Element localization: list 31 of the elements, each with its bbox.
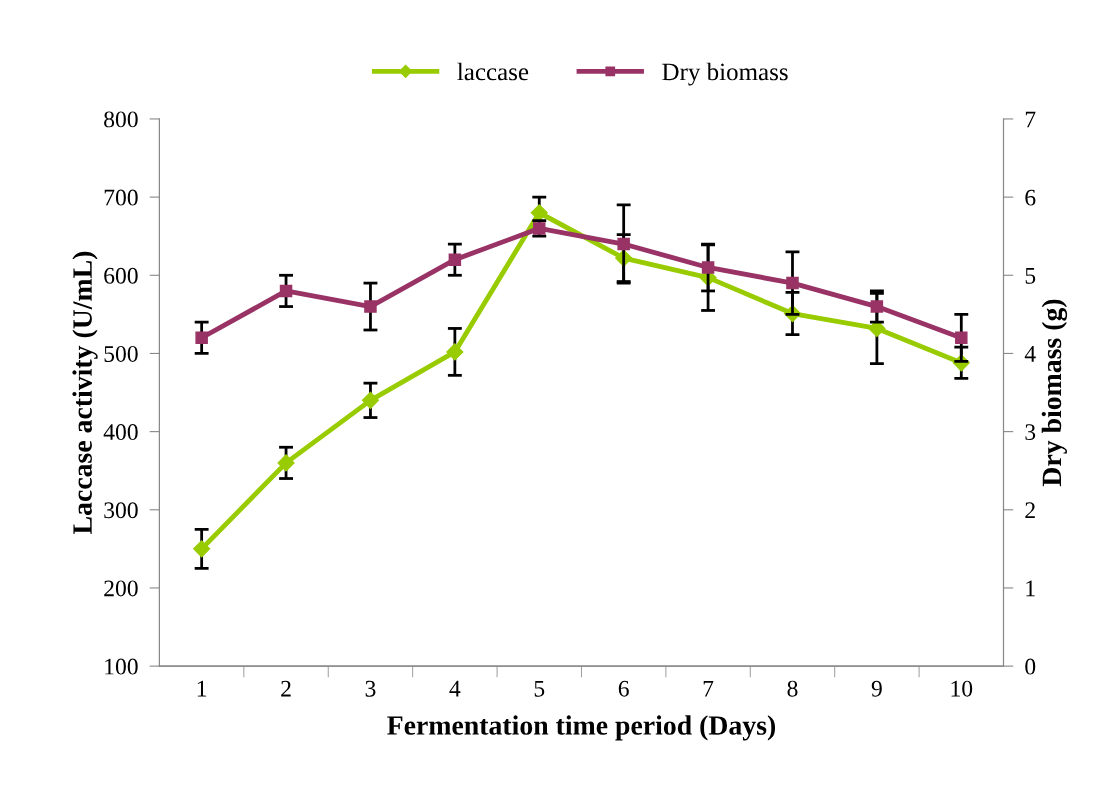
x-tick-label: 4 [449, 680, 461, 697]
legend-label: laccase [457, 62, 529, 81]
y-tick-label: 700 [104, 189, 138, 206]
x-axis-title: Fermentation time period (Days) [387, 715, 776, 741]
y-tick-label: 300 [104, 502, 138, 519]
y2-tick-label: 4 [1024, 346, 1036, 362]
y2-tick-label: 5 [1025, 268, 1036, 284]
x-tick-label: 6 [618, 680, 629, 697]
y-tick-label: 400 [103, 424, 138, 441]
y-tick-label: 800 [104, 111, 138, 128]
y-tick-label: 600 [104, 267, 138, 284]
y-tick-label: 500 [104, 345, 138, 362]
y2-tick-label: 0 [1025, 658, 1036, 675]
y2-tick-label: 2 [1025, 502, 1035, 518]
y-tick-label: 200 [104, 580, 138, 597]
x-tick-label: 10 [951, 680, 973, 697]
x-tick-label: 9 [871, 680, 882, 697]
y2-tick-label: 1 [1026, 580, 1035, 597]
x-tick-label: 8 [787, 680, 798, 697]
y-axis-title: Laccase activity (U/mL) [72, 251, 98, 534]
x-tick-label: 7 [703, 680, 714, 697]
legend-label: Dry biomass [662, 62, 788, 86]
y2-axis-title: Dry biomass (g) [1041, 299, 1068, 487]
y-tick-label: 100 [105, 658, 138, 675]
y2-tick-label: 3 [1025, 424, 1036, 441]
x-tick-label: 3 [365, 680, 376, 697]
x-tick-label: 2 [281, 680, 291, 697]
x-tick-label: 5 [534, 680, 545, 697]
y2-tick-label: 6 [1025, 189, 1036, 206]
x-tick-label: 1 [197, 680, 207, 697]
y2-tick-label: 7 [1025, 111, 1036, 128]
